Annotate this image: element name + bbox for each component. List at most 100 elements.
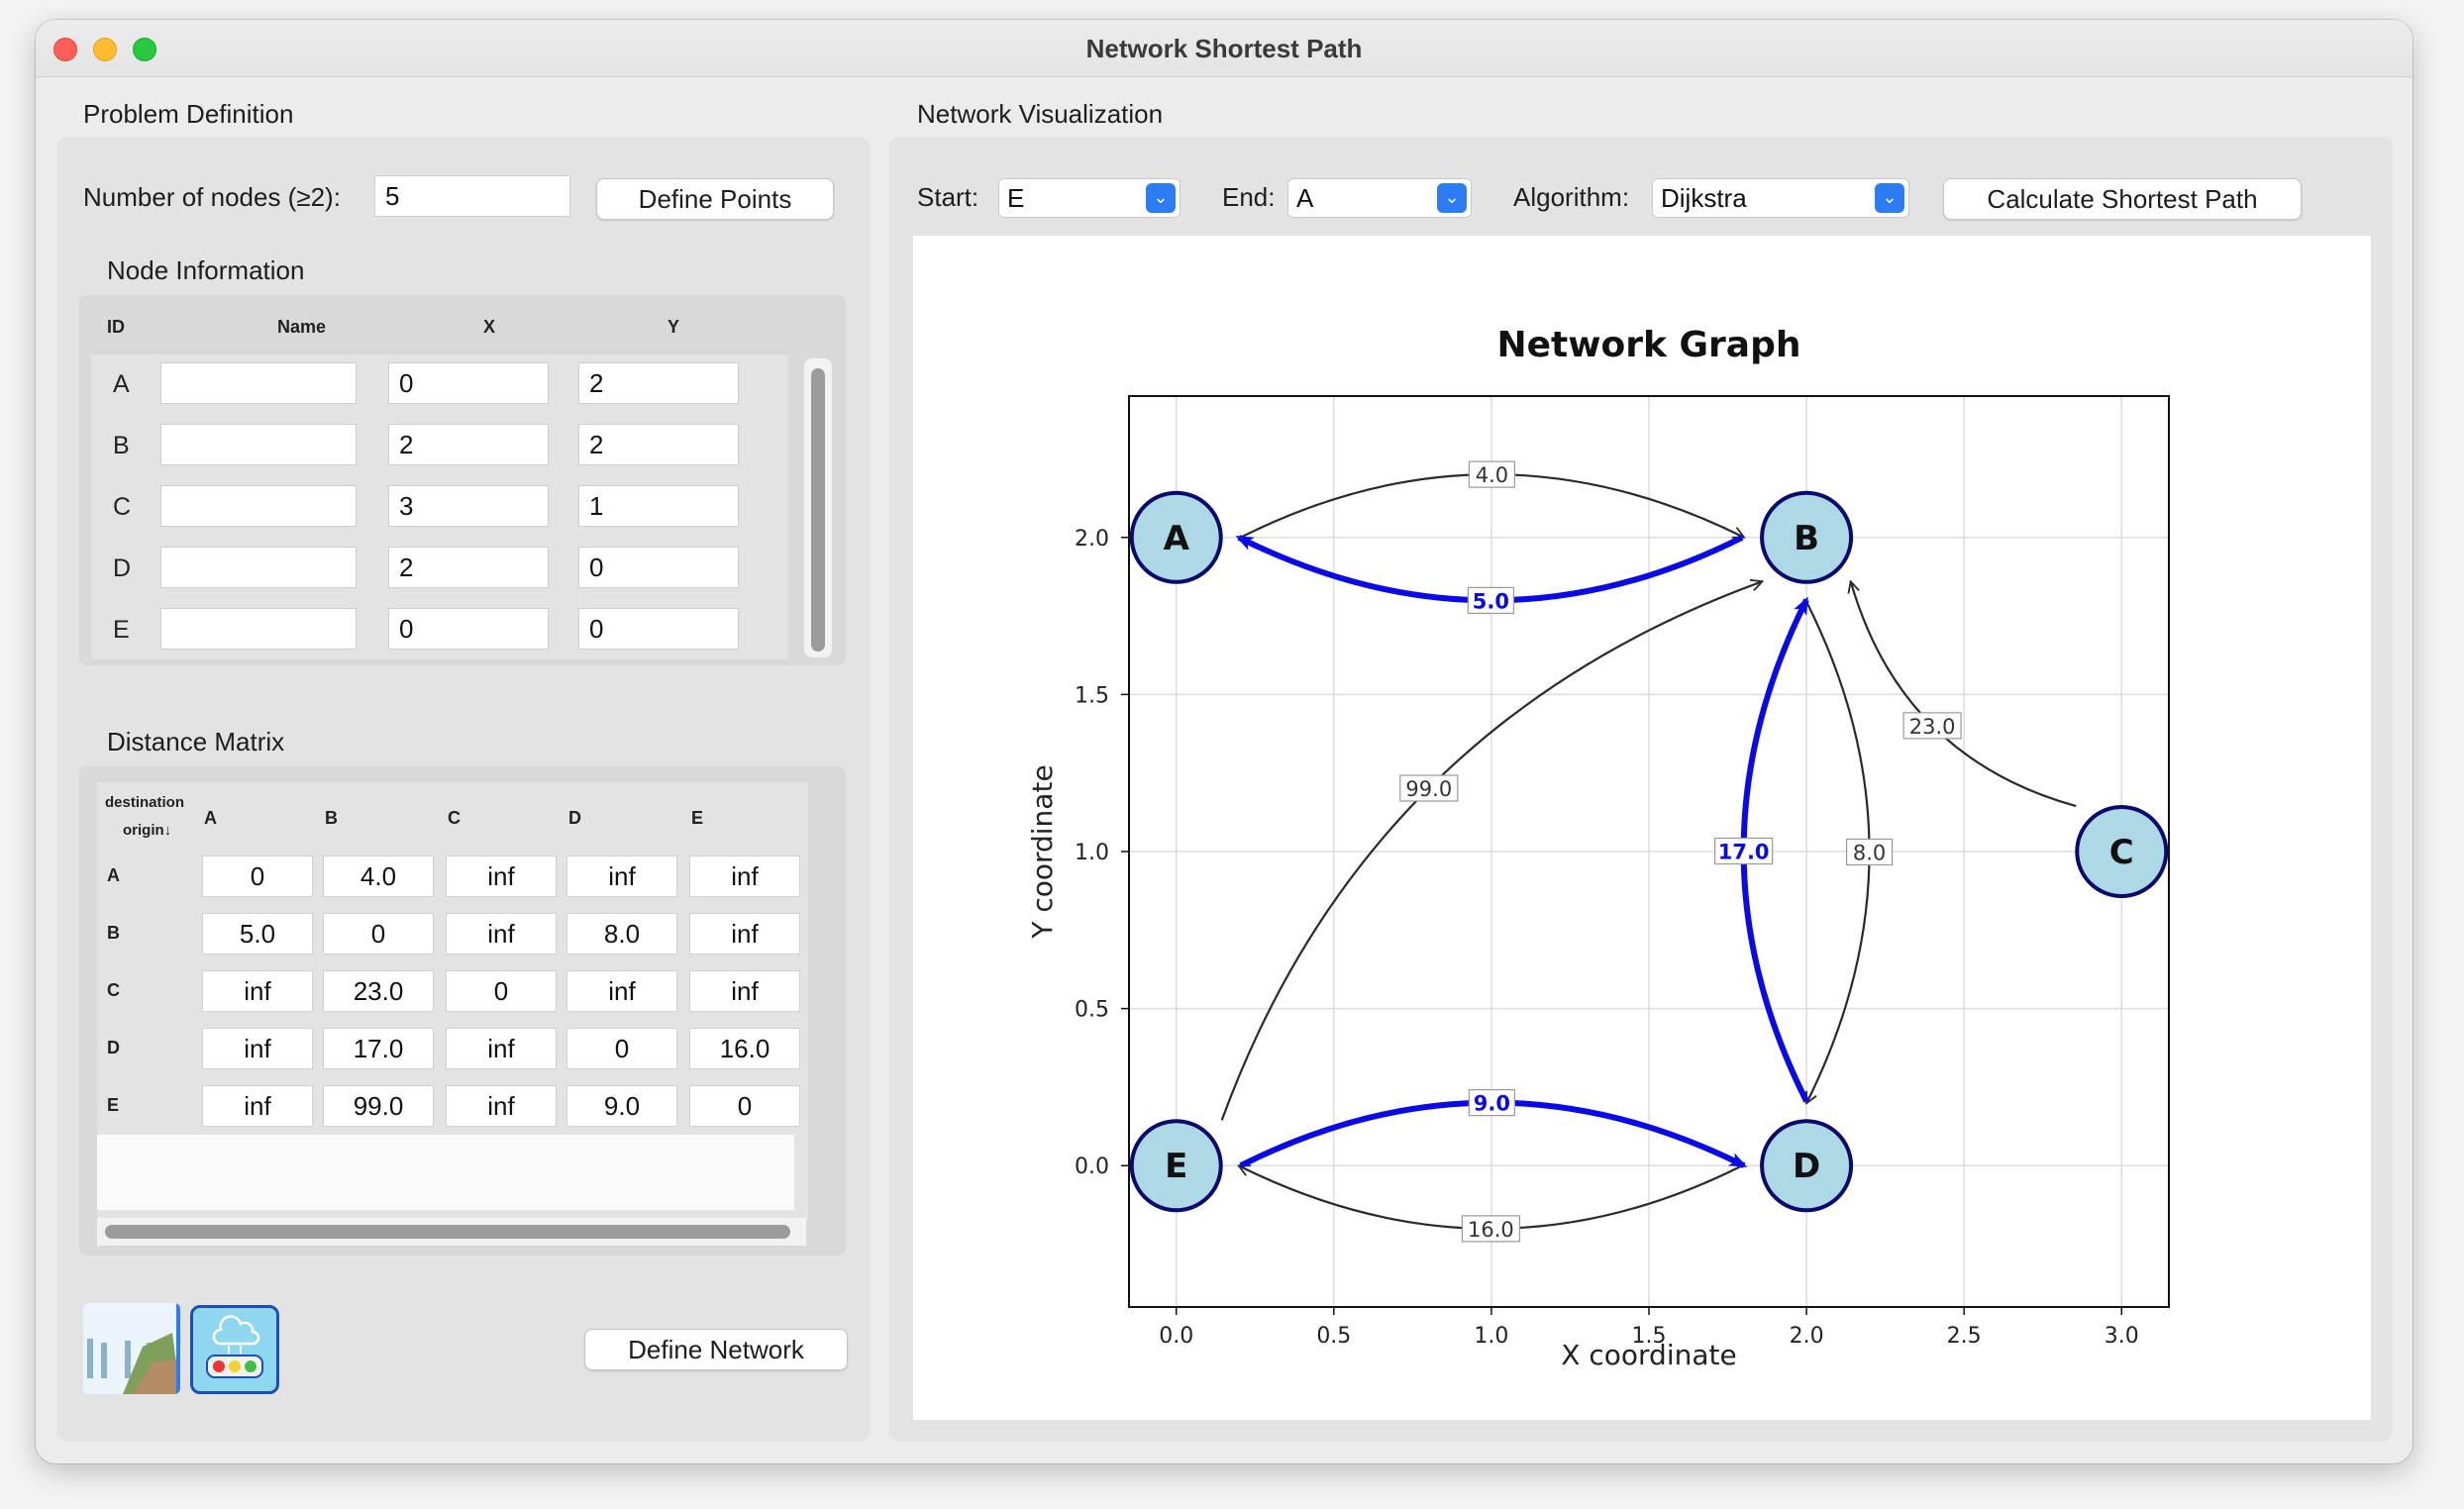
matrix-cell[interactable]: inf bbox=[566, 970, 677, 1012]
matrix-cell[interactable]: 9.0 bbox=[566, 1085, 677, 1127]
matrix-column-header: D bbox=[568, 808, 581, 828]
node-table-scrollbar[interactable] bbox=[804, 358, 832, 657]
y-tick-label: 1.0 bbox=[1075, 841, 1109, 865]
chevron-down-icon: ⌄ bbox=[1875, 183, 1904, 213]
matrix-cell[interactable]: 99.0 bbox=[323, 1085, 434, 1127]
y-tick-label: 0.0 bbox=[1075, 1155, 1109, 1179]
y-axis-label: Y coordinate bbox=[1026, 764, 1059, 939]
node-D[interactable] bbox=[1760, 1119, 1854, 1213]
matrix-row-header: C bbox=[107, 980, 120, 1000]
node-row-id: C bbox=[113, 493, 132, 521]
matrix-column-header: B bbox=[325, 808, 338, 828]
node-row-id: E bbox=[113, 616, 130, 644]
node-y-input[interactable]: 1 bbox=[578, 485, 739, 527]
y-tick-label: 0.5 bbox=[1075, 998, 1109, 1023]
edge-weight-label: 17.0 bbox=[1718, 841, 1770, 864]
chevron-down-icon: ⌄ bbox=[1437, 183, 1467, 213]
matrix-cell[interactable]: 0 bbox=[566, 1028, 677, 1069]
algorithm-label: Algorithm: bbox=[1513, 182, 1630, 212]
define-points-button[interactable]: Define Points bbox=[596, 178, 834, 220]
x-tick-label: 2.0 bbox=[1790, 1324, 1824, 1349]
matrix-cell[interactable]: inf bbox=[202, 1028, 313, 1069]
matrix-row-header: A bbox=[107, 865, 120, 885]
edge-weight-label: 99.0 bbox=[1405, 777, 1452, 801]
matrix-cell[interactable]: 17.0 bbox=[323, 1028, 434, 1069]
node-C[interactable] bbox=[2075, 805, 2169, 898]
node-table-scroll-thumb[interactable] bbox=[811, 368, 825, 652]
define-network-button[interactable]: Define Network bbox=[584, 1329, 848, 1370]
matrix-cell[interactable]: inf bbox=[689, 855, 800, 897]
node-table-header-x: X bbox=[483, 317, 496, 337]
problem-definition-title: Problem Definition bbox=[83, 99, 294, 129]
y-tick-label: 1.5 bbox=[1075, 683, 1109, 708]
node-name-input[interactable] bbox=[160, 608, 357, 650]
matrix-cell[interactable]: inf bbox=[446, 913, 557, 955]
node-x-input[interactable]: 2 bbox=[388, 424, 549, 465]
node-x-input[interactable]: 0 bbox=[388, 608, 549, 650]
close-window-button[interactable] bbox=[53, 38, 77, 61]
node-y-input[interactable]: 0 bbox=[578, 608, 739, 650]
matrix-corner-destination: destination bbox=[105, 794, 185, 811]
end-select[interactable]: A ⌄ bbox=[1287, 178, 1472, 218]
edge-weight-label: 9.0 bbox=[1474, 1092, 1510, 1116]
node-table-header-name: Name bbox=[277, 317, 327, 337]
num-nodes-label: Number of nodes (≥2): bbox=[83, 182, 341, 212]
matrix-cell[interactable]: 5.0 bbox=[202, 913, 313, 955]
node-x-input[interactable]: 0 bbox=[388, 362, 549, 404]
edge-weight-box bbox=[1399, 774, 1459, 802]
matrix-cell[interactable]: inf bbox=[689, 970, 800, 1012]
matrix-cell[interactable]: 4.0 bbox=[323, 855, 434, 897]
x-tick-label: 2.5 bbox=[1947, 1324, 1982, 1349]
matrix-cell[interactable]: inf bbox=[446, 1085, 557, 1127]
node-x-input[interactable]: 3 bbox=[388, 485, 549, 527]
traffic-light-logo-icon bbox=[190, 1305, 279, 1394]
node-row-id: D bbox=[113, 554, 132, 582]
matrix-cell[interactable]: 0 bbox=[689, 1085, 800, 1127]
edge-weight-box bbox=[1902, 712, 1962, 740]
matrix-cell[interactable]: 0 bbox=[446, 970, 557, 1012]
matrix-cell[interactable]: inf bbox=[202, 1085, 313, 1127]
edge-weight-box bbox=[1468, 460, 1516, 488]
distance-matrix-h-scrollbar[interactable] bbox=[97, 1218, 806, 1246]
matrix-cell[interactable]: 0 bbox=[202, 855, 313, 897]
app-window: Network Shortest Path Problem Definition… bbox=[36, 20, 2413, 1463]
edge-weight-label: 23.0 bbox=[1909, 715, 1956, 739]
node-x-input[interactable]: 2 bbox=[388, 547, 549, 588]
matrix-row-header: E bbox=[107, 1095, 120, 1115]
matrix-cell[interactable]: inf bbox=[566, 855, 677, 897]
matrix-cell[interactable]: 0 bbox=[323, 913, 434, 955]
matrix-cell[interactable]: 16.0 bbox=[689, 1028, 800, 1069]
node-y-input[interactable]: 2 bbox=[578, 362, 739, 404]
algorithm-select[interactable]: Dijkstra ⌄ bbox=[1652, 178, 1909, 218]
matrix-cell[interactable]: inf bbox=[446, 855, 557, 897]
node-name-input[interactable] bbox=[160, 424, 357, 465]
node-E[interactable] bbox=[1129, 1119, 1223, 1213]
start-select-value: E bbox=[1007, 183, 1025, 213]
matrix-cell[interactable]: 23.0 bbox=[323, 970, 434, 1012]
num-nodes-input[interactable]: 5 bbox=[374, 175, 570, 217]
start-select[interactable]: E ⌄ bbox=[998, 178, 1181, 218]
matrix-column-header: E bbox=[691, 808, 704, 828]
node-y-input[interactable]: 0 bbox=[578, 547, 739, 588]
edge-weight-box bbox=[1461, 1215, 1521, 1243]
calculate-shortest-path-button[interactable]: Calculate Shortest Path bbox=[1943, 178, 2302, 220]
matrix-cell[interactable]: inf bbox=[689, 913, 800, 955]
app-logo-image bbox=[83, 1303, 180, 1394]
maximize-window-button[interactable] bbox=[133, 38, 156, 61]
node-A[interactable] bbox=[1129, 490, 1223, 584]
title-bar: Network Shortest Path bbox=[36, 20, 2413, 77]
matrix-corner-origin: origin↓ bbox=[123, 822, 172, 839]
minimize-window-button[interactable] bbox=[93, 38, 117, 61]
node-B[interactable] bbox=[1760, 490, 1854, 584]
matrix-cell[interactable]: inf bbox=[446, 1028, 557, 1069]
distance-matrix-h-scroll-thumb[interactable] bbox=[105, 1225, 790, 1239]
node-y-input[interactable]: 2 bbox=[578, 424, 739, 465]
node-table-header-y: Y bbox=[667, 317, 680, 337]
node-name-input[interactable] bbox=[160, 362, 357, 404]
node-name-input[interactable] bbox=[160, 485, 357, 527]
node-name-input[interactable] bbox=[160, 547, 357, 588]
node-label: E bbox=[1165, 1147, 1187, 1186]
edge-weight-label: 8.0 bbox=[1853, 842, 1886, 865]
matrix-cell[interactable]: 8.0 bbox=[566, 913, 677, 955]
matrix-cell[interactable]: inf bbox=[202, 970, 313, 1012]
